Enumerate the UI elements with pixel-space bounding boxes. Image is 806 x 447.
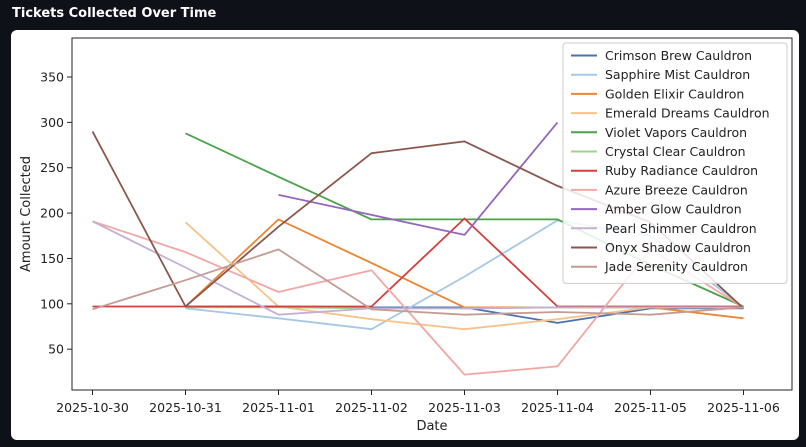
x-tick-label: 2025-11-04	[521, 400, 594, 415]
x-axis-label: Date	[416, 419, 447, 434]
legend-entry-11: Jade Serenity Cauldron	[604, 259, 748, 274]
legend-entry-1: Sapphire Mist Cauldron	[605, 67, 750, 82]
series-line-8	[278, 121, 559, 236]
legend-entry-8: Amber Glow Cauldron	[605, 202, 742, 217]
x-tick-label: 2025-11-01	[242, 400, 315, 415]
legend-entry-7: Azure Breeze Cauldron	[605, 182, 748, 197]
y-tick-label: 350	[40, 70, 64, 85]
y-tick-label: 300	[40, 115, 64, 130]
plot-frame	[71, 37, 793, 391]
legend-entry-4: Violet Vapors Cauldron	[605, 125, 747, 140]
y-tick-label: 250	[40, 160, 64, 175]
series-line-11	[92, 248, 744, 316]
y-tick-label: 100	[40, 296, 64, 311]
legend-entry-6: Ruby Radiance Cauldron	[605, 163, 758, 178]
legend-entry-0: Crimson Brew Cauldron	[605, 48, 752, 63]
x-tick-label: 2025-10-30	[56, 400, 129, 415]
x-tick-label: 2025-11-02	[335, 400, 408, 415]
x-tick-label: 2025-11-03	[428, 400, 501, 415]
y-axis-label: Amount Collected	[19, 156, 34, 272]
y-tick-label: 150	[40, 251, 64, 266]
legend-entry-2: Golden Elixir Cauldron	[605, 86, 744, 101]
legend-box	[562, 42, 788, 284]
line-chart: 50 100 150 200 250 300 350 2025-10-30 2025-10-31…	[19, 37, 793, 434]
y-tick-label: 200	[40, 206, 64, 221]
x-tick-label: 2025-11-05	[614, 400, 687, 415]
legend-entry-5: Crystal Clear Cauldron	[605, 144, 746, 159]
y-tick-label: 50	[48, 342, 64, 357]
page-header: Tickets Collected Over Time	[0, 0, 806, 28]
legend-entry-9: Pearl Shimmer Cauldron	[605, 221, 757, 236]
legend-entry-10: Onyx Shadow Cauldron	[605, 240, 751, 255]
x-tick-label: 2025-10-31	[149, 400, 222, 415]
x-tick-label: 2025-11-06	[707, 400, 780, 415]
series-line-6	[92, 217, 744, 308]
legend-entry-3: Emerald Dreams Cauldron	[605, 106, 770, 121]
chart-card: 50 100 150 200 250 300 350 2025-10-30 2025-10-31…	[11, 30, 799, 440]
header-title: Tickets Collected Over Time	[12, 6, 217, 21]
